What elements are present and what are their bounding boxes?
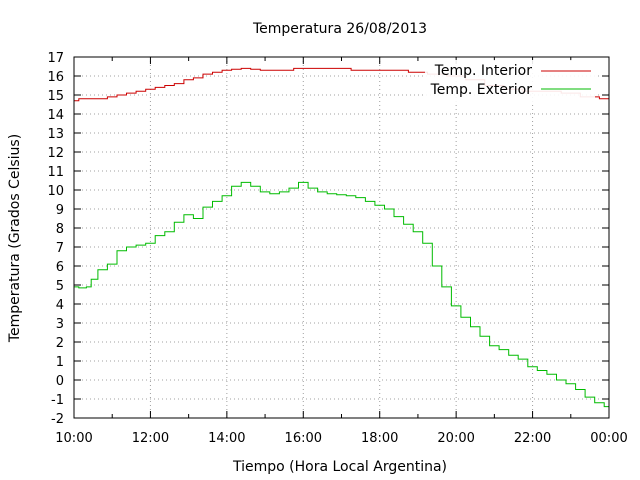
y-tick-label: 10: [47, 184, 64, 199]
x-tick-label: 10:00: [55, 431, 92, 446]
y-tick-label: 7: [56, 241, 64, 256]
x-tick-label: 12:00: [132, 431, 169, 446]
x-tick-label: 20:00: [437, 431, 474, 446]
ticks-layer: [73, 56, 610, 419]
y-tick-label: 2: [56, 336, 64, 351]
y-tick-label: 9: [56, 203, 64, 218]
y-tick-label: 14: [47, 108, 64, 123]
x-tick-label: 16:00: [285, 431, 322, 446]
y-tick-label: -2: [51, 412, 64, 427]
y-tick-label: 3: [56, 317, 64, 332]
y-tick-label: 16: [47, 70, 64, 85]
grid-layer: [74, 57, 609, 418]
y-tick-label: 8: [56, 222, 64, 237]
y-tick-label: 4: [56, 298, 64, 313]
y-tick-label: 0: [56, 374, 64, 389]
legend-label-interior: Temp. Interior: [434, 63, 533, 79]
y-tick-label: -1: [51, 393, 64, 408]
y-tick-label: 6: [56, 260, 64, 275]
y-tick-label: 12: [47, 146, 64, 161]
legend-label-exterior: Temp. Exterior: [430, 82, 533, 98]
series-line-exterior: [74, 181, 609, 408]
y-tick-label: 5: [56, 279, 64, 294]
chart-title: Temperatura 26/08/2013: [252, 21, 427, 37]
x-tick-label: 14:00: [208, 431, 245, 446]
x-tick-label: 18:00: [361, 431, 398, 446]
plot-border: [73, 56, 610, 419]
x-tick-label: 00:00: [590, 431, 627, 446]
y-axis-label: Temperatura (Grados Celsius): [7, 134, 23, 343]
legend-background: [425, 60, 595, 102]
y-tick-label: 17: [47, 51, 64, 66]
y-tick-label: 1: [56, 355, 64, 370]
y-tick-label: 13: [47, 127, 64, 142]
x-tick-label: 22:00: [514, 431, 551, 446]
y-tick-label: 15: [47, 89, 64, 104]
legend: Temp. Interior Temp. Exterior: [425, 60, 595, 102]
y-tick-label: 11: [47, 165, 64, 180]
x-axis-label: Tiempo (Hora Local Argentina): [232, 459, 447, 475]
series-layer: [74, 67, 609, 408]
